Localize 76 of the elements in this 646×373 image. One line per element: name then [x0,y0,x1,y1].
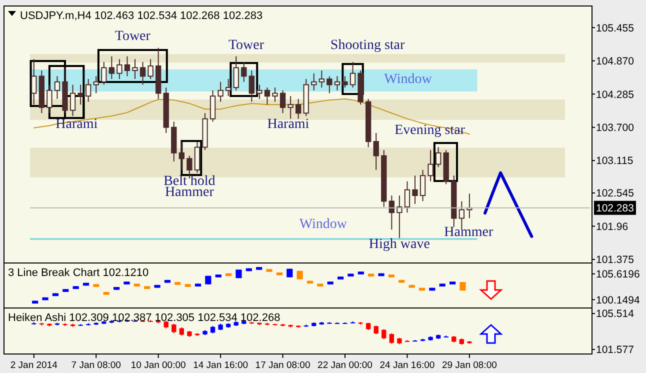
annotation: High wave [368,237,430,252]
candlestick [93,76,99,94]
y-tick-label: 104.285 [596,88,634,101]
y-tick-label: 105.455 [596,22,634,34]
chart-title: 3 Line Break Chart 102.1210 [8,267,149,279]
candlestick [31,58,37,106]
candlestick [318,70,324,88]
candlestick [311,72,317,91]
candlestick [280,90,286,114]
candlestick [272,87,278,102]
candlestick [46,84,52,114]
annotation: Shooting star [330,38,406,53]
x-tick-label: 14 Jan 16:00 [193,360,248,371]
band-label: Window [384,72,433,87]
candlestick [428,150,434,182]
annotation: Tower [114,29,151,44]
candlestick [288,96,294,120]
candlestick [86,78,92,102]
candlestick [404,180,410,214]
y-tick-label: 104.870 [596,56,634,68]
candlestick [108,56,114,80]
candlestick [388,195,394,230]
annotation: Tower [228,38,264,53]
candlestick [124,56,130,77]
candlestick [412,175,418,205]
candlestick [389,332,394,344]
candlestick [172,323,176,334]
candlestick [436,146,442,168]
y-tick-label: 101.96 [596,220,628,233]
candlestick [334,76,340,91]
chart-title: Heiken Ashi 102.309 102.387 102.305 102.534 102.268 [8,312,280,324]
annotation: Hammer [444,225,494,240]
annotation: Harami [56,117,98,132]
y-tick-label: 100.1494 [596,294,640,306]
annotation: Hammer [164,185,214,200]
candlestick [140,61,146,86]
candlestick [70,84,76,116]
candlestick [178,141,184,170]
candlestick [342,76,348,88]
annotation: Harami [267,117,310,132]
candlestick [218,81,224,102]
y-tick-label: 105.514 [596,308,634,320]
candlestick [132,58,138,80]
candlestick [116,58,122,80]
y-tick-label: 101.577 [596,344,634,356]
candlestick [420,169,426,202]
candlestick [78,84,84,106]
candlestick [396,195,402,239]
candlestick [101,61,107,86]
y-tick-label: 105.6196 [596,268,640,281]
candlestick [148,58,154,80]
candlestick [350,61,356,88]
y-tick-label: 102.545 [596,188,634,200]
x-tick-label: 7 Jan 08:00 [71,360,121,371]
candlestick [326,76,332,94]
x-tick-label: 22 Jan 00:00 [318,360,372,371]
x-tick-label: 10 Jan 00:00 [130,360,186,371]
ref-line-label: 102.283 [596,202,634,215]
y-tick-label: 103.700 [596,122,634,134]
x-tick-label: 2 Jan 2014 [10,360,58,371]
x-tick-label: 17 Jan 08:00 [255,360,310,371]
candlestick [210,90,216,122]
x-tick-label: 29 Jan 08:00 [442,360,497,371]
candlestick [296,98,302,120]
x-tick-label: 24 Jan 16:00 [380,360,435,371]
candlestick [382,328,386,340]
candlestick [186,155,192,179]
candlestick [373,132,379,170]
y-tick-label: 101.375 [596,254,634,266]
candlestick [256,84,262,100]
candlestick [194,141,200,174]
y-tick-label: 103.115 [596,155,634,168]
candlestick [54,76,60,100]
band-label: Window [299,217,348,232]
chart-title: USDJPY.m,H4 102.463 102.534 102.268 102.283 [20,10,263,22]
candlestick [264,87,270,106]
